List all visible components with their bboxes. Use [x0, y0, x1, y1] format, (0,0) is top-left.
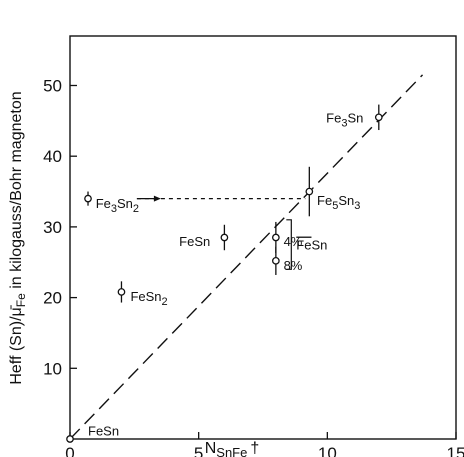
point-label: Fe3Sn2: [96, 196, 139, 215]
x-axis-title-main: N: [205, 440, 217, 457]
point-label-part: 2: [133, 203, 139, 215]
ticks: 0 5 10 15 10 20 30 40 50: [43, 76, 464, 457]
point-label-part: 4%: [284, 234, 303, 249]
point-label-part: FeSn: [88, 424, 119, 439]
arrow-head: [153, 195, 161, 202]
data-point: [374, 113, 383, 122]
x-tick-label: 0: [65, 444, 74, 457]
point-label: FeSn: [179, 234, 210, 249]
x-tick-label: 15: [447, 444, 464, 457]
point-label-part: 2: [162, 296, 168, 308]
y-tick-label: 20: [43, 289, 62, 308]
y-axis-title-main: Heff (Sn)/: [8, 316, 25, 385]
data-point: [66, 435, 74, 443]
point-label-part: FeSn: [179, 234, 210, 249]
bracket-label: FeSn: [296, 238, 327, 253]
data-point: [272, 256, 280, 265]
point-label-part: FeSn: [130, 289, 161, 304]
point-label-part: 5: [332, 200, 338, 212]
point-label: 4%: [284, 234, 303, 249]
point-label: Fe5Sn3: [317, 193, 360, 212]
y-tick-label: 30: [43, 218, 62, 237]
y-tick-label: 10: [43, 359, 62, 378]
bracket-label-fe: Fe: [296, 238, 311, 253]
point-label: Fe3Sn: [326, 110, 363, 129]
fit-line: [69, 74, 424, 440]
y-axis-title: Heff (Sn)/μ̄Fe in kilogauss/Bohr magneto…: [8, 91, 28, 384]
data-point: [220, 233, 229, 242]
plot-frame: [69, 35, 457, 440]
data-point: [117, 288, 126, 296]
x-tick-label: 5: [194, 444, 203, 457]
y-axis-title-mu: μ̄: [8, 304, 25, 316]
point-label-part: 3: [111, 203, 117, 215]
point-label: 8%: [284, 258, 303, 273]
x-tick-label: 10: [318, 444, 337, 457]
point-label-part: Fe: [317, 193, 332, 208]
y-tick-label: 40: [43, 147, 62, 166]
x-axis-title-suffix: †: [250, 440, 259, 457]
point-label-part: 8%: [284, 258, 303, 273]
data-point: [84, 194, 92, 203]
point-label-part: 3: [354, 200, 360, 212]
data-point: [305, 187, 314, 196]
x-axis-title: NSnFe †: [205, 440, 260, 457]
x-axis-title-sub: SnFe: [216, 445, 247, 457]
point-label-part: Sn: [347, 110, 363, 125]
marks: [66, 74, 424, 443]
point-label: FeSn2: [130, 289, 167, 308]
data-point: [272, 233, 280, 242]
point-label-part: Fe: [326, 110, 341, 125]
point-label-part: Fe: [96, 196, 111, 211]
y-tick-label: 50: [43, 76, 62, 95]
point-label-part: 3: [341, 117, 347, 129]
bracket: [286, 219, 292, 270]
y-axis-title-sub: Fe: [14, 293, 28, 307]
y-axis-title-rest: in kilogauss/Bohr magneton: [8, 91, 25, 293]
bracket-label-sn: Sn: [311, 238, 327, 253]
point-label-part: Sn: [338, 193, 354, 208]
point-label-part: Sn: [117, 196, 133, 211]
point-label: FeSn: [88, 424, 119, 439]
